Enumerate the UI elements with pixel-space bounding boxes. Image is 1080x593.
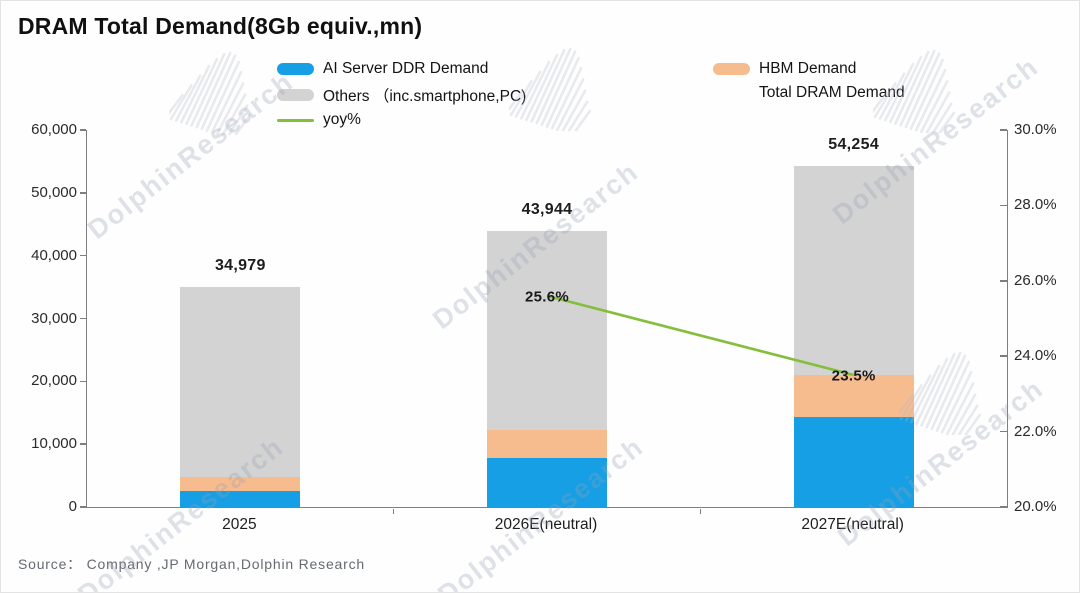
legend-swatch-yoy [277, 118, 314, 122]
bar-total-label: 54,254 [828, 136, 880, 154]
y-axis-left-tick [79, 506, 86, 508]
bar-segment-hbm [793, 375, 914, 418]
legend-swatch-others [277, 89, 314, 101]
y-axis-right-tick [1000, 430, 1007, 433]
bar-segment-others [487, 230, 607, 431]
plot-area: 34,979 43,944 54,254 25.6% 23.5% [79, 129, 1008, 514]
x-axis-label: 2027E(neutral) [801, 516, 904, 533]
legend-item-hbm: HBM Demand [713, 60, 856, 78]
bar-segment-others [793, 166, 914, 376]
yoy-point-label: 25.6% [524, 288, 570, 306]
yoy-line [546, 294, 854, 377]
legend-item-total-dram: Total DRAM Demand [713, 84, 905, 102]
y-axis-right-tick [1000, 129, 1007, 131]
legend-label-others: Others （inc.smartphone,PC) [323, 88, 527, 105]
legend-swatch-hbm [713, 63, 750, 75]
chart-title: DRAM Total Demand(8Gb equiv.,mn) [18, 13, 423, 39]
watermark-fin-icon [169, 51, 252, 135]
x-axis-label: 2026E(neutral) [494, 516, 598, 533]
bar-total-label: 43,944 [521, 200, 573, 218]
y-axis-left-tick-label: 0 [68, 498, 77, 515]
legend-swatch-ai-server [277, 63, 314, 75]
y-axis-right-tick [1000, 355, 1007, 357]
bar-segment-ai-server [180, 491, 301, 507]
x-axis-tick [699, 508, 702, 514]
y-axis-right-tick-label: 26.0% [1014, 271, 1057, 289]
y-axis-right-tick [1000, 506, 1007, 508]
y-axis-right-tick-label: 20.0% [1014, 498, 1057, 515]
bar-segment-hbm [180, 477, 301, 492]
legend-label-hbm: HBM Demand [759, 60, 857, 77]
bar-segment-ai-server [793, 417, 914, 507]
y-axis-right-tick-label: 28.0% [1014, 196, 1057, 214]
y-axis-left-tick [79, 317, 86, 320]
x-axis-tick [392, 508, 395, 514]
legend-item-others: Others （inc.smartphone,PC) [277, 84, 526, 106]
y-axis-left-tick [79, 192, 86, 194]
y-axis-left-tick-label: 20,000 [31, 372, 77, 390]
bar-total-label: 34,979 [214, 257, 266, 275]
y-axis-left-tick [79, 443, 86, 445]
x-axis-label: 2025 [222, 516, 257, 533]
y-axis-right-tick-label: 30.0% [1014, 121, 1057, 138]
yoy-point-label: 23.5% [831, 367, 876, 385]
bar-segment-ai-server [487, 458, 607, 507]
y-axis-left-tick-label: 30,000 [31, 309, 77, 327]
y-axis-left-tick-label: 40,000 [31, 246, 77, 264]
legend-label-yoy: yoy% [323, 111, 361, 128]
y-axis-left-tick-label: 60,000 [31, 121, 77, 138]
y-axis-left-tick-label: 10,000 [31, 435, 77, 453]
y-axis-left-tick-label: 50,000 [31, 183, 77, 201]
source-note: Source： Company ,JP Morgan,Dolphin Resea… [18, 556, 365, 572]
y-axis-right-tick-label: 24.0% [1014, 347, 1057, 365]
y-axis-left-tick [79, 254, 86, 257]
legend-item-yoy: yoy% [277, 111, 361, 129]
y-axis-right-tick [1000, 280, 1007, 282]
y-axis-right-tick [1000, 204, 1007, 207]
y-axis-left-tick [79, 380, 86, 383]
legend-label-total-dram: Total DRAM Demand [759, 84, 905, 101]
legend-item-ai-server: AI Server DDR Demand [277, 60, 488, 78]
y-axis-right-tick-label: 22.0% [1014, 422, 1057, 440]
bar-segment-others [180, 287, 301, 478]
legend-label-ai-server: AI Server DDR Demand [323, 60, 489, 77]
y-axis-left-tick [79, 129, 86, 131]
bar-segment-hbm [487, 430, 607, 458]
